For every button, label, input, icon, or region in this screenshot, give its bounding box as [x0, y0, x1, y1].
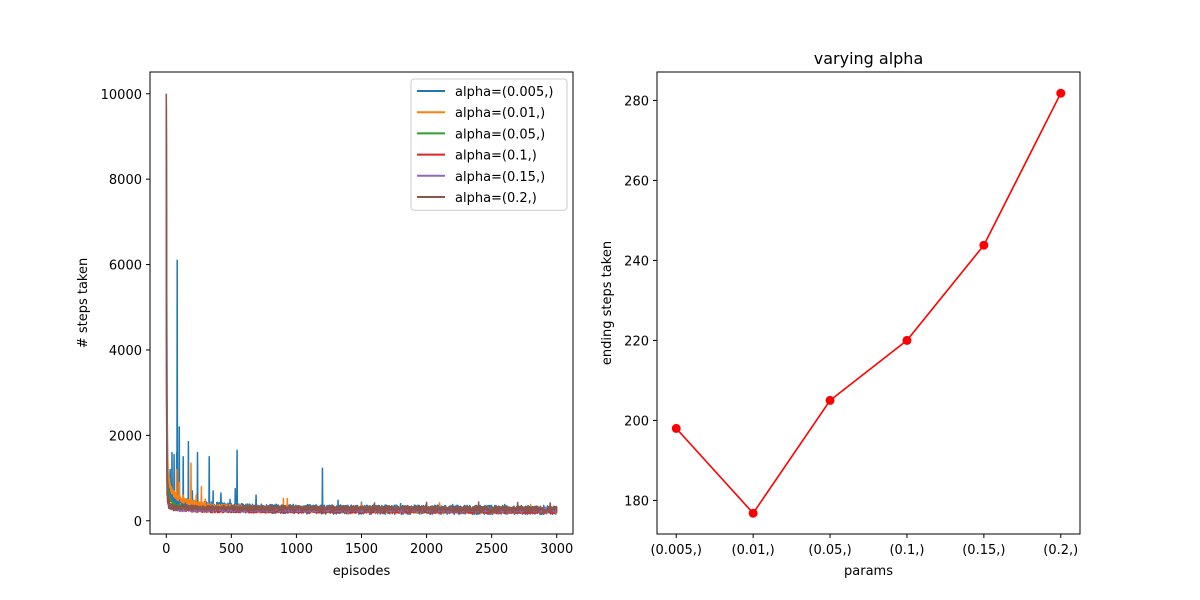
- y-tick-label: 10000: [101, 88, 142, 103]
- right-y-axis-label: ending steps taken: [600, 241, 615, 365]
- x-tick-label: 0: [162, 542, 170, 557]
- left-legend: alpha=(0.005,) alpha=(0.01,) alpha=(0.05,)…: [410, 78, 568, 211]
- legend-entry: alpha=(0.05,): [455, 127, 545, 142]
- left-y-ticks: 0 2000 4000 6000 8000 10000: [101, 88, 150, 530]
- legend-entry: alpha=(0.005,): [455, 85, 553, 100]
- legend-entry: alpha=(0.15,): [455, 170, 545, 185]
- left-x-ticks: 0 500 1000 1500 2000 2500 3000: [162, 534, 573, 557]
- y-tick-label: 8000: [109, 173, 142, 188]
- right-chart-title: varying alpha: [814, 49, 924, 68]
- x-tick-label: 2500: [475, 542, 508, 557]
- y-tick-label: 220: [624, 334, 649, 349]
- x-tick-label: 1500: [345, 542, 378, 557]
- data-point: [748, 508, 758, 518]
- left-series-lines: [165, 93, 558, 516]
- x-tick-label: (0.1,): [889, 543, 924, 558]
- x-tick-label: 3000: [540, 542, 573, 557]
- series-line: [675, 92, 1062, 515]
- legend-entry: alpha=(0.01,): [455, 106, 545, 121]
- data-point: [825, 395, 835, 405]
- right-x-ticks: (0.005,) (0.01,) (0.05,) (0.1,) (0.15,) (0.2,…: [650, 534, 1078, 558]
- x-tick-label: (0.15,): [962, 543, 1005, 558]
- x-tick-label: 500: [219, 542, 244, 557]
- y-tick-label: 2000: [109, 429, 142, 444]
- y-tick-label: 280: [624, 94, 649, 109]
- series-line: [165, 93, 558, 513]
- data-point: [671, 423, 681, 433]
- left-y-axis-label: # steps taken: [76, 258, 91, 348]
- legend-entry: alpha=(0.1,): [455, 149, 537, 164]
- legend-entry: alpha=(0.2,): [455, 191, 537, 206]
- left-x-axis-label: episodes: [333, 564, 391, 579]
- y-tick-label: 0: [134, 515, 142, 530]
- x-tick-label: (0.01,): [732, 543, 775, 558]
- right-y-ticks: 180 200 220 240 260 280: [624, 94, 657, 509]
- chart-right: (0.005,) (0.01,) (0.05,) (0.1,) (0.15,) (0.2,…: [600, 49, 1081, 579]
- y-tick-label: 260: [624, 174, 649, 189]
- right-series: [671, 88, 1066, 518]
- x-tick-label: (0.2,): [1043, 543, 1078, 558]
- y-tick-label: 200: [624, 414, 649, 429]
- x-tick-label: (0.05,): [808, 543, 851, 558]
- chart-left: 0 500 1000 1500 2000 2500 3000 0 2000 4000 6000 80…: [76, 71, 574, 579]
- data-point: [902, 335, 912, 345]
- data-point: [1056, 88, 1066, 98]
- y-tick-label: 6000: [109, 259, 142, 274]
- x-tick-label: (0.005,): [650, 543, 702, 558]
- legend-box: [410, 78, 568, 211]
- right-axes-frame: [656, 71, 1081, 535]
- y-tick-label: 240: [624, 254, 649, 269]
- x-tick-label: 1000: [280, 542, 313, 557]
- data-point: [979, 240, 989, 250]
- y-tick-label: 4000: [109, 344, 142, 359]
- x-tick-label: 2000: [410, 542, 443, 557]
- right-x-axis-label: params: [844, 564, 893, 579]
- y-tick-label: 180: [624, 494, 649, 509]
